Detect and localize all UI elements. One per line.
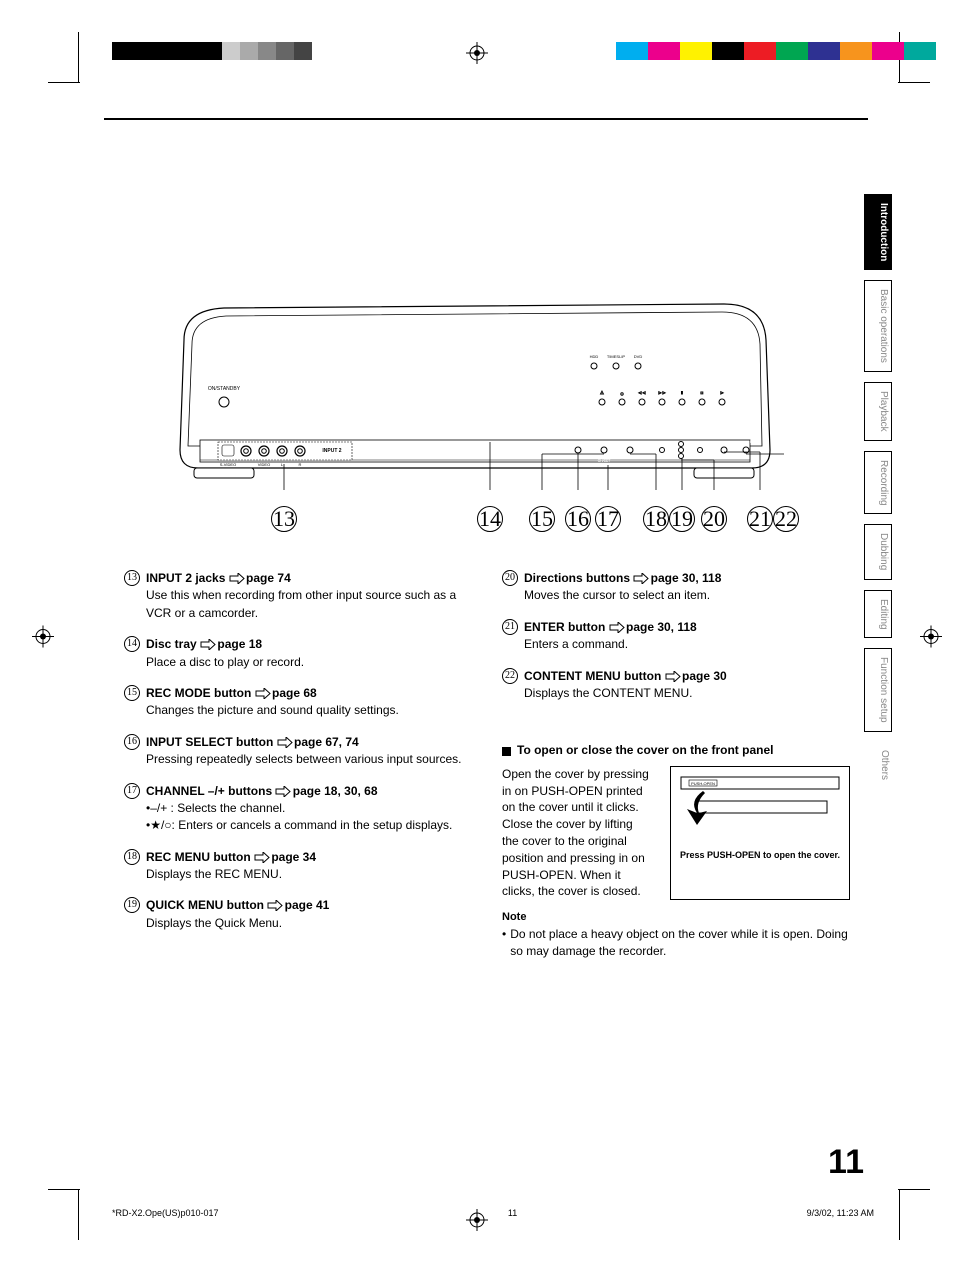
- description-item: 22CONTENT MENU button page 30Displays th…: [502, 668, 850, 703]
- svg-text:REC MODE: REC MODE: [595, 440, 615, 444]
- section-tab: Introduction: [864, 194, 892, 270]
- registration-mark-left: [32, 626, 54, 653]
- svg-text:R: R: [299, 462, 302, 467]
- svg-text:HDD: HDD: [590, 354, 599, 359]
- section-tab: Playback: [864, 382, 892, 441]
- callout-number: 18: [643, 506, 669, 532]
- description-item: 18REC MENU button page 34Displays the RE…: [124, 849, 472, 884]
- callout-number: 17: [595, 506, 621, 532]
- svg-text:►: ►: [720, 390, 724, 395]
- right-column: 20Directions buttons page 30, 118Moves t…: [502, 570, 850, 961]
- callout-number: 19: [669, 506, 695, 532]
- page-footer: *RD-X2.Ope(US)p010-017 11 9/3/02, 11:23 …: [112, 1208, 874, 1218]
- description-item: 21ENTER button page 30, 118Enters a comm…: [502, 619, 850, 654]
- footer-timestamp: 9/3/02, 11:23 AM: [807, 1208, 874, 1218]
- svg-text:CONTENT MENU: CONTENT MENU: [732, 440, 761, 444]
- section-tabs: Introduction Basic operations Playback Reco…: [864, 194, 894, 788]
- cover-figure: PUSH-OPENPress PUSH-OPEN to open the cov…: [670, 766, 850, 900]
- svg-text:TIMESLIP: TIMESLIP: [607, 354, 626, 359]
- svg-text:REC MENU: REC MENU: [621, 440, 640, 444]
- description-item: 13INPUT 2 jacks page 74Use this when rec…: [124, 570, 472, 622]
- page-number: 11: [828, 1143, 864, 1182]
- svg-text:CH/SET: CH/SET: [598, 459, 612, 463]
- callout-number: 16: [565, 506, 591, 532]
- footer-file: *RD-X2.Ope(US)p010-017: [112, 1208, 219, 1218]
- description-item: 19QUICK MENU button page 41Displays the …: [124, 897, 472, 932]
- callout-number: 22: [773, 506, 799, 532]
- svg-text:INPUT 2: INPUT 2: [322, 448, 341, 454]
- svg-text:S-VIDEO: S-VIDEO: [220, 462, 236, 467]
- svg-text:►►: ►►: [658, 390, 666, 395]
- callout-numbers: 13 14 15 1617 181920 2122: [164, 506, 804, 540]
- section-tab: Recording: [864, 451, 892, 515]
- svg-text:INPUT SELECT: INPUT SELECT: [565, 440, 591, 444]
- callout-number: 21: [747, 506, 773, 532]
- device-diagram: ON/STANDBY HDD TIMESLIP DVD ▲ ◄◄ ►► ‖: [164, 300, 784, 500]
- footer-page: 11: [508, 1208, 517, 1218]
- description-item: 20Directions buttons page 30, 118Moves t…: [502, 570, 850, 605]
- printer-black-bar: [112, 42, 222, 60]
- svg-text:VIDEO: VIDEO: [258, 462, 270, 467]
- callout-number: 13: [271, 506, 297, 532]
- left-column: 13INPUT 2 jacks page 74Use this when rec…: [124, 570, 472, 961]
- description-item: 15REC MODE button page 68Changes the pic…: [124, 685, 472, 720]
- section-tab: Editing: [864, 590, 892, 639]
- callout-number: 20: [701, 506, 727, 532]
- section-tab: Dubbing: [864, 524, 892, 579]
- section-tab: Function setup: [864, 648, 892, 732]
- svg-text:DVD: DVD: [634, 354, 643, 359]
- section-tab: Others: [864, 742, 892, 788]
- registration-mark-right: [920, 626, 942, 653]
- svg-text:ON/STANDBY: ON/STANDBY: [208, 386, 241, 392]
- section-tab: Basic operations: [864, 280, 892, 372]
- callout-number: 15: [529, 506, 555, 532]
- printer-grey-steps: [222, 42, 330, 60]
- registration-mark-top: [466, 42, 488, 69]
- svg-text:PUSH-OPEN: PUSH-OPEN: [691, 781, 715, 786]
- printer-color-bar: [616, 42, 936, 60]
- description-item: 16INPUT SELECT button page 67, 74Pressin…: [124, 734, 472, 769]
- svg-text:▲: ▲: [600, 390, 605, 396]
- header-rule: [104, 118, 868, 120]
- description-item: 17CHANNEL –/+ buttons page 18, 30, 68•–/…: [124, 783, 472, 835]
- svg-text:◄◄: ◄◄: [638, 390, 646, 395]
- description-item: 14Disc tray page 18Place a disc to play …: [124, 636, 472, 671]
- callout-number: 14: [477, 506, 503, 532]
- cover-section: To open or close the cover on the front …: [502, 742, 850, 960]
